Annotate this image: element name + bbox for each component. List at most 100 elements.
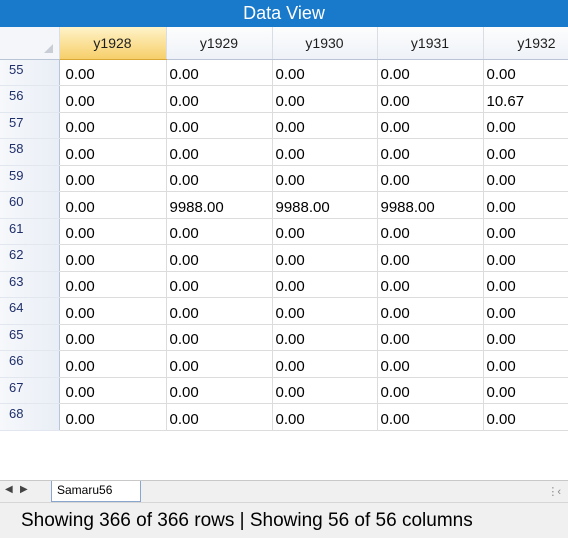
- table-cell[interactable]: 0.00: [166, 377, 273, 404]
- table-cell[interactable]: 0.00: [377, 377, 484, 404]
- table-cell[interactable]: 0.00: [59, 138, 167, 166]
- table-cell[interactable]: 0.00: [166, 297, 273, 325]
- column-header-y1930[interactable]: y1930: [272, 27, 378, 60]
- data-grid[interactable]: y1928 y1929 y1930 y1931 y1932 55 0.00 0.00…: [0, 27, 568, 481]
- status-bar-text: Showing 366 of 366 rows | Showing 56 of …: [0, 503, 568, 538]
- row-header[interactable]: 56: [0, 85, 60, 113]
- row-header[interactable]: 57: [0, 112, 60, 139]
- row-header[interactable]: 60: [0, 191, 60, 219]
- table-cell[interactable]: 0.00: [166, 271, 273, 298]
- table-cell[interactable]: 0.00: [483, 377, 568, 404]
- table-cell[interactable]: 0.00: [483, 350, 568, 378]
- column-header-y1932[interactable]: y1932: [483, 27, 568, 60]
- table-cell[interactable]: 0.00: [59, 403, 167, 431]
- table-cell[interactable]: 0.00: [483, 244, 568, 272]
- table-cell[interactable]: 0.00: [59, 377, 167, 404]
- table-cell[interactable]: 0.00: [483, 112, 568, 139]
- table-cell[interactable]: 0.00: [166, 324, 273, 351]
- row-header[interactable]: 55: [0, 59, 60, 86]
- table-cell[interactable]: 0.00: [377, 324, 484, 351]
- table-cell[interactable]: 0.00: [377, 244, 484, 272]
- sheet-tab-samaru56[interactable]: Samaru56: [51, 481, 141, 502]
- table-cell[interactable]: 0.00: [272, 59, 378, 86]
- table-cell[interactable]: 9988.00: [272, 191, 378, 219]
- table-cell[interactable]: 0.00: [272, 244, 378, 272]
- triangle-right-icon[interactable]: ▶: [20, 484, 28, 495]
- table-cell[interactable]: 0.00: [272, 324, 378, 351]
- table-cell[interactable]: 0.00: [272, 165, 378, 192]
- table-cell[interactable]: 0.00: [59, 85, 167, 113]
- column-header-y1929[interactable]: y1929: [166, 27, 273, 60]
- table-cell[interactable]: 0.00: [59, 297, 167, 325]
- table-cell[interactable]: 0.00: [59, 244, 167, 272]
- table-cell[interactable]: 0.00: [483, 403, 568, 431]
- table-cell[interactable]: 0.00: [272, 403, 378, 431]
- table-row: 67 0.00 0.00 0.00 0.00 0.00: [0, 377, 568, 404]
- table-cell[interactable]: 0.00: [272, 377, 378, 404]
- table-cell[interactable]: 9988.00: [166, 191, 273, 219]
- table-cell[interactable]: 0.00: [377, 271, 484, 298]
- table-cell[interactable]: 0.00: [59, 271, 167, 298]
- table-cell[interactable]: 0.00: [272, 85, 378, 113]
- row-header[interactable]: 62: [0, 244, 60, 272]
- table-cell[interactable]: 0.00: [272, 271, 378, 298]
- table-cell[interactable]: 0.00: [377, 218, 484, 245]
- table-cell[interactable]: 0.00: [483, 271, 568, 298]
- table-cell[interactable]: 0.00: [377, 165, 484, 192]
- table-cell[interactable]: 0.00: [483, 165, 568, 192]
- table-cell[interactable]: 0.00: [59, 191, 167, 219]
- table-cell[interactable]: 0.00: [166, 85, 273, 113]
- table-cell[interactable]: 0.00: [272, 350, 378, 378]
- table-cell[interactable]: 0.00: [377, 138, 484, 166]
- table-cell[interactable]: 0.00: [59, 218, 167, 245]
- row-header[interactable]: 61: [0, 218, 60, 245]
- table-cell[interactable]: 0.00: [483, 297, 568, 325]
- table-cell[interactable]: 0.00: [377, 112, 484, 139]
- row-header[interactable]: 68: [0, 403, 60, 431]
- table-row: 63 0.00 0.00 0.00 0.00 0.00: [0, 271, 568, 298]
- row-header[interactable]: 67: [0, 377, 60, 404]
- table-cell[interactable]: 0.00: [483, 138, 568, 166]
- table-cell[interactable]: 0.00: [166, 218, 273, 245]
- table-cell[interactable]: 0.00: [377, 350, 484, 378]
- column-header-y1928[interactable]: y1928: [59, 27, 167, 60]
- row-header[interactable]: 64: [0, 297, 60, 325]
- table-cell[interactable]: 0.00: [166, 138, 273, 166]
- table-cell[interactable]: 0.00: [59, 112, 167, 139]
- table-cell[interactable]: 0.00: [166, 403, 273, 431]
- row-header[interactable]: 65: [0, 324, 60, 351]
- table-row: 64 0.00 0.00 0.00 0.00 0.00: [0, 297, 568, 325]
- table-cell[interactable]: 0.00: [272, 218, 378, 245]
- row-header[interactable]: 59: [0, 165, 60, 192]
- table-cell[interactable]: 0.00: [483, 59, 568, 86]
- table-cell[interactable]: 0.00: [483, 324, 568, 351]
- row-header[interactable]: 63: [0, 271, 60, 298]
- select-all-corner[interactable]: [0, 27, 60, 60]
- table-cell[interactable]: 9988.00: [377, 191, 484, 219]
- table-cell[interactable]: 0.00: [59, 324, 167, 351]
- triangle-left-icon[interactable]: ◀: [5, 484, 13, 495]
- table-cell[interactable]: 0.00: [166, 112, 273, 139]
- table-cell[interactable]: 0.00: [59, 350, 167, 378]
- table-cell[interactable]: 0.00: [272, 297, 378, 325]
- table-cell[interactable]: 0.00: [377, 59, 484, 86]
- row-header[interactable]: 58: [0, 138, 60, 166]
- row-header[interactable]: 66: [0, 350, 60, 378]
- table-cell[interactable]: 0.00: [483, 218, 568, 245]
- table-cell[interactable]: 0.00: [483, 191, 568, 219]
- table-cell[interactable]: 0.00: [59, 165, 167, 192]
- table-row: 61 0.00 0.00 0.00 0.00 0.00: [0, 218, 568, 245]
- table-cell[interactable]: 0.00: [166, 165, 273, 192]
- table-cell[interactable]: 10.67: [483, 85, 568, 113]
- column-header-y1931[interactable]: y1931: [377, 27, 484, 60]
- table-cell[interactable]: 0.00: [377, 85, 484, 113]
- table-cell[interactable]: 0.00: [272, 112, 378, 139]
- table-cell[interactable]: 0.00: [377, 297, 484, 325]
- table-cell[interactable]: 0.00: [166, 59, 273, 86]
- table-cell[interactable]: 0.00: [166, 244, 273, 272]
- table-cell[interactable]: 0.00: [272, 138, 378, 166]
- table-cell[interactable]: 0.00: [166, 350, 273, 378]
- table-cell[interactable]: 0.00: [377, 403, 484, 431]
- table-cell[interactable]: 0.00: [59, 59, 167, 86]
- splitter-handle-icon[interactable]: ⋮‹: [547, 486, 561, 498]
